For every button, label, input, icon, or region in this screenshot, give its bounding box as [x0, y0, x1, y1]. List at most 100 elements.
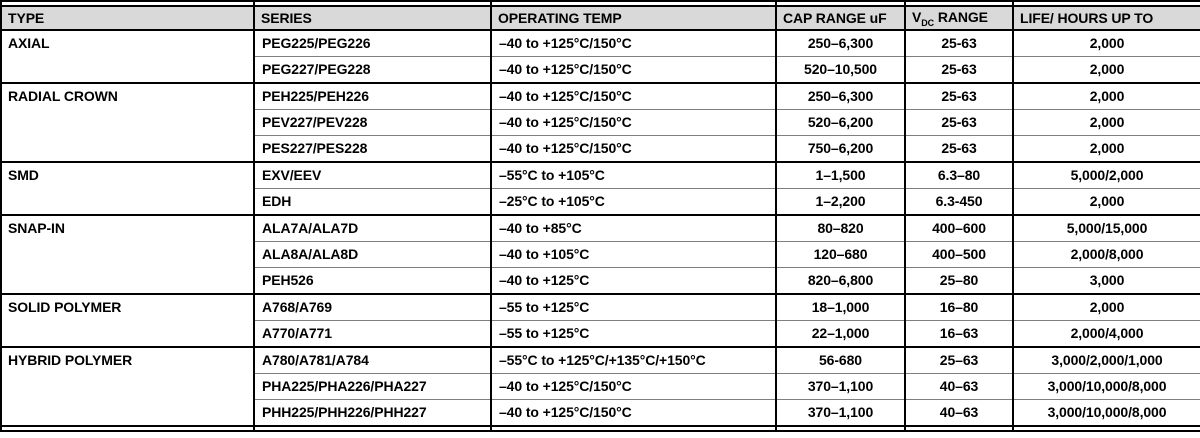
sliver-cell — [0, 1, 255, 6]
operating-temp-cell: –40 to +125°C/150°C — [490, 373, 777, 400]
table-row: RADIAL CROWN PEH225/PEH226 –40 to +125°C/1… — [0, 82, 1200, 162]
series-cell: PHH225/PHH226/PHH227 — [253, 399, 492, 426]
table-row: A770/A771 –55 to +125°C 22–1,000 16–63 2,000… — [1, 320, 1200, 347]
type-cell: HYBRID POLYMER — [0, 346, 255, 426]
vdc-range-cell: 400–500 — [904, 241, 1014, 268]
life-hours-cell: 2,000 — [1012, 188, 1200, 215]
vdc-range-cell: 25-63 — [904, 56, 1014, 83]
table-row: PHA225/PHA226/PHA227 –40 to +125°C/150°C 3… — [1, 373, 1200, 400]
type-cell: SMD — [0, 161, 255, 215]
operating-temp-cell: –40 to +125°C/150°C — [490, 399, 777, 426]
vdc-range-cell: 400–600 — [904, 214, 1014, 242]
sliver-cell — [490, 425, 777, 431]
vdc-range-cell: 25–63 — [904, 346, 1014, 374]
operating-temp-cell: –25°C to +105°C — [490, 188, 777, 215]
sliver-cell — [775, 1, 906, 6]
type-cell: SOLID POLYMER — [0, 293, 255, 347]
series-cell: A768/A769 — [253, 293, 492, 321]
operating-temp-cell: –40 to +105°C — [490, 241, 777, 268]
type-cell: SNAP-IN — [0, 214, 255, 294]
series-cell: A770/A771 — [253, 320, 492, 347]
cap-range-cell: 1–1,500 — [775, 161, 906, 189]
cap-range-cell: 520–6,200 — [775, 109, 906, 136]
series-cell: ALA7A/ALA7D — [253, 214, 492, 242]
table-row: SMD EXV/EEV –55°C to +105°C 1–1,500 6.3–80 5,… — [0, 161, 1200, 215]
life-hours-cell: 3,000/10,000/8,000 — [1012, 399, 1200, 426]
operating-temp-cell: –40 to +125°C — [490, 267, 777, 294]
life-hours-cell: 3,000/10,000/8,000 — [1012, 373, 1200, 400]
series-cell: PEH526 — [253, 267, 492, 294]
operating-temp-cell: –55°C to +105°C — [490, 161, 777, 189]
operating-temp-cell: –40 to +125°C/150°C — [490, 135, 777, 162]
table-row: ALA8A/ALA8D –40 to +105°C 120–680 400–500 2,… — [1, 241, 1200, 268]
life-hours-cell: 3,000 — [1012, 267, 1200, 294]
sliver-cell — [904, 425, 1014, 431]
table-row: PHH225/PHH226/PHH227 –40 to +125°C/150°C 3… — [1, 399, 1200, 426]
vdc-range-cell: 16–63 — [904, 320, 1014, 347]
table-row: PEV227/PEV228 –40 to +125°C/150°C 520–6,20… — [1, 109, 1200, 136]
life-hours-cell: 2,000 — [1012, 135, 1200, 162]
sliver-cell — [775, 425, 906, 431]
vdc-range-cell: 40–63 — [904, 399, 1014, 426]
life-hours-cell: 3,000/2,000/1,000 — [1012, 346, 1200, 374]
vdc-range-cell: 25–80 — [904, 267, 1014, 294]
table-row: EDH –25°C to +105°C 1–2,200 6.3-450 2,000 — [1, 188, 1200, 215]
top-sliver-row — [0, 1, 1200, 6]
vdc-subscript: DC — [921, 17, 935, 28]
vdc-range-cell: 16–80 — [904, 293, 1014, 321]
life-hours-cell: 2,000 — [1012, 109, 1200, 136]
header-row: TYPE SERIES OPERATING TEMP CAP RANGE uF … — [0, 5, 1200, 31]
life-hours-cell: 2,000 — [1012, 293, 1200, 321]
life-hours-cell: 2,000/8,000 — [1012, 241, 1200, 268]
table-row: HYBRID POLYMER A780/A781/A784 –55°C to +12… — [0, 346, 1200, 426]
type-cell: RADIAL CROWN — [0, 82, 255, 162]
cap-range-cell: 250–6,300 — [775, 82, 906, 110]
operating-temp-cell: –55 to +125°C — [490, 320, 777, 347]
vdc-range-cell: 25-63 — [904, 29, 1014, 57]
operating-temp-cell: –55°C to +125°C/+135°C/+150°C — [490, 346, 777, 374]
operating-temp-cell: –55 to +125°C — [490, 293, 777, 321]
sliver-cell — [490, 1, 777, 6]
life-hours-cell: 5,000/15,000 — [1012, 214, 1200, 242]
series-cell: ALA8A/ALA8D — [253, 241, 492, 268]
sliver-cell — [253, 425, 492, 431]
cap-range-cell: 56-680 — [775, 346, 906, 374]
cap-range-cell: 250–6,300 — [775, 29, 906, 57]
column-header-life-hours: LIFE/ HOURS UP TO — [1012, 5, 1200, 31]
life-hours-cell: 2,000 — [1012, 82, 1200, 110]
cap-range-cell: 22–1,000 — [775, 320, 906, 347]
series-cell: A780/A781/A784 — [253, 346, 492, 374]
vdc-range-cell: 25-63 — [904, 135, 1014, 162]
table-row: PEG227/PEG228 –40 to +125°C/150°C 520–10,5… — [1, 56, 1200, 83]
series-cell: PEG225/PEG226 — [253, 29, 492, 57]
operating-temp-cell: –40 to +125°C/150°C — [490, 29, 777, 57]
cap-range-cell: 80–820 — [775, 214, 906, 242]
series-cell: PEG227/PEG228 — [253, 56, 492, 83]
series-cell: PEH225/PEH226 — [253, 82, 492, 110]
table-row: PEH526 –40 to +125°C 820–6,800 25–80 3,000 — [1, 267, 1200, 294]
life-hours-cell: 2,000 — [1012, 56, 1200, 83]
cap-range-cell: 120–680 — [775, 241, 906, 268]
vdc-range-cell: 25-63 — [904, 109, 1014, 136]
column-header-cap-range: CAP RANGE uF — [775, 5, 906, 31]
table-row: PES227/PES228 –40 to +125°C/150°C 750–6,20… — [1, 135, 1200, 162]
operating-temp-cell: –40 to +125°C/150°C — [490, 109, 777, 136]
vdc-prefix: V — [912, 8, 922, 25]
table-row: AXIAL PEG225/PEG226 –40 to +125°C/150°C 250… — [0, 29, 1200, 83]
life-hours-cell: 5,000/2,000 — [1012, 161, 1200, 189]
cap-range-cell: 750–6,200 — [775, 135, 906, 162]
sliver-cell — [1012, 425, 1200, 431]
operating-temp-cell: –40 to +85°C — [490, 214, 777, 242]
sliver-cell — [253, 1, 492, 6]
vdc-range-cell: 6.3–80 — [904, 161, 1014, 189]
cap-range-cell: 18–1,000 — [775, 293, 906, 321]
column-header-vdc-range: VDC RANGE — [904, 5, 1014, 31]
cap-range-cell: 370–1,100 — [775, 373, 906, 400]
table-row: SOLID POLYMER A768/A769 –55 to +125°C 18–1,… — [0, 293, 1200, 347]
operating-temp-cell: –40 to +125°C/150°C — [490, 82, 777, 110]
column-header-operating-temp: OPERATING TEMP — [490, 5, 777, 31]
series-cell: PES227/PES228 — [253, 135, 492, 162]
series-cell: EDH — [253, 188, 492, 215]
